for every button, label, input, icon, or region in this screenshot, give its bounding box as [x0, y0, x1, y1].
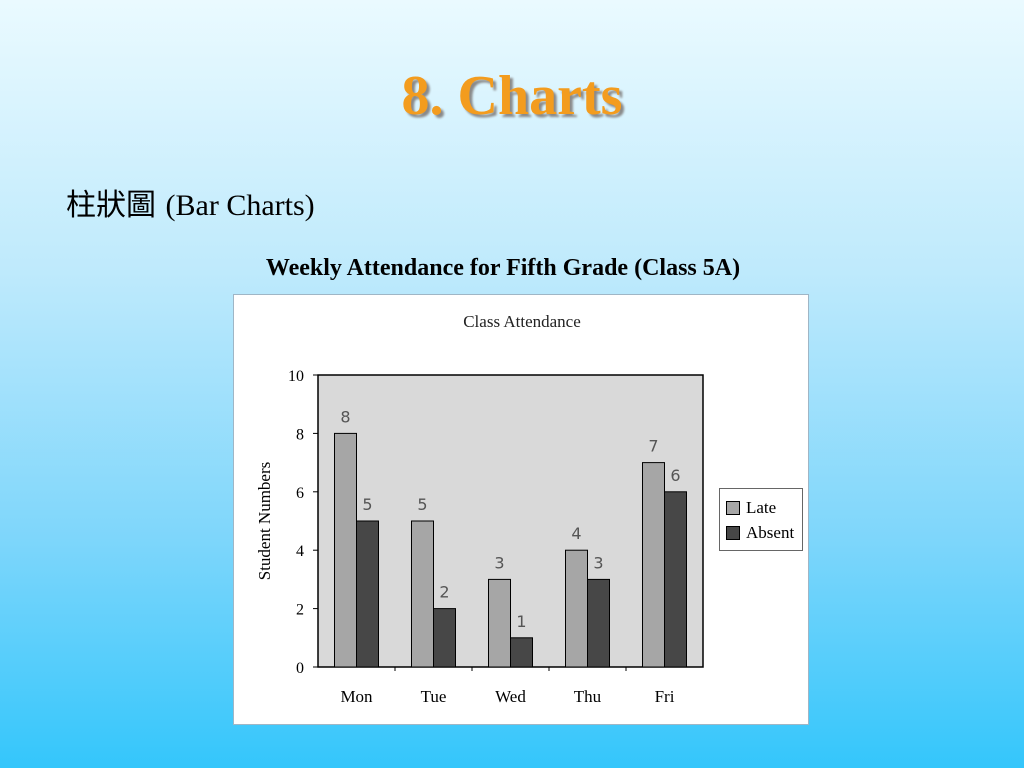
data-label: 6: [670, 466, 680, 485]
legend-swatch-absent: [726, 526, 740, 540]
bullet-chinese-label: 柱狀圖: [66, 188, 156, 223]
chart-frame: Class Attendance 0 2 4 6 8 10 Student Numbers Mo…: [233, 294, 809, 725]
bar-late-wed: [488, 578, 511, 668]
x-tick-label: Wed: [495, 687, 526, 706]
bar-late-tue: [411, 520, 434, 668]
y-tick-label: 8: [296, 426, 304, 443]
slide-title: 8. Charts: [401, 65, 623, 127]
data-label: 5: [362, 495, 372, 514]
bullet-text: 柱狀圖 (Bar Charts): [66, 180, 315, 224]
bar-absent-wed: [510, 637, 533, 668]
data-label: 4: [571, 524, 581, 543]
legend-swatch-late: [726, 501, 740, 515]
bar-absent-fri: [664, 491, 687, 668]
x-tick-label: Tue: [421, 687, 447, 706]
chart-heading: Weekly Attendance for Fifth Grade (Class…: [265, 255, 741, 281]
bar-absent-thu: [587, 578, 610, 668]
data-label: 8: [340, 407, 350, 426]
legend-label-late: Late: [746, 498, 777, 517]
data-label: 5: [417, 495, 427, 514]
data-label: 2: [439, 583, 449, 602]
data-label: 1: [516, 612, 526, 631]
y-tick-label: 2: [296, 602, 304, 619]
bullet-english-label: (Bar Charts): [165, 189, 315, 222]
x-tick-label: Mon: [340, 687, 373, 706]
x-tick-label: Thu: [574, 687, 602, 706]
y-tick-label: 0: [296, 660, 304, 677]
bar-late-mon: [334, 432, 357, 668]
data-label: 3: [593, 553, 603, 572]
x-tick-label: Fri: [655, 687, 675, 706]
legend-label-absent: Absent: [746, 523, 795, 542]
data-label: 3: [494, 553, 504, 572]
chart-legend: Late Absent: [719, 488, 803, 551]
y-tick-label: 10: [288, 368, 304, 385]
legend-item-late: Late: [726, 498, 776, 518]
data-label: 7: [648, 437, 658, 456]
bar-absent-tue: [433, 608, 456, 668]
legend-item-absent: Absent: [726, 523, 794, 543]
bar-absent-mon: [356, 520, 379, 668]
bar-chart: Class Attendance 0 2 4 6 8 10 Student Numbers Mo…: [255, 312, 704, 706]
bar-late-thu: [565, 549, 588, 668]
y-tick-label: 6: [296, 485, 304, 502]
y-tick-label: 4: [296, 543, 304, 560]
chart-title: Class Attendance: [463, 312, 581, 331]
bar-late-fri: [642, 462, 665, 668]
y-axis-label: Student Numbers: [255, 462, 274, 581]
